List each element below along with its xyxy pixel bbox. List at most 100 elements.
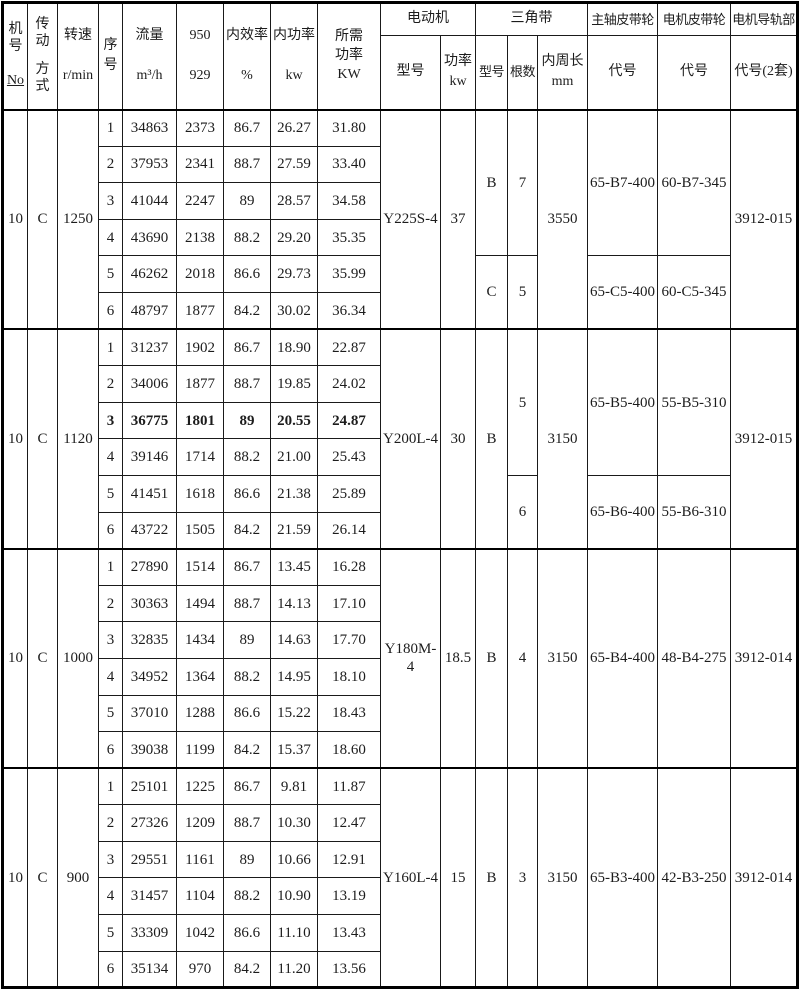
cell-seq: 2 [98,145,123,184]
cell-motor-model: Y180M-4 [380,547,441,769]
cell-belt-length: 3150 [537,328,588,550]
header-belt-length-cn: 内周长 [541,53,584,69]
header-row-groups: 机号 No 传动 方式 转速 r/min 序号 流量 m³/h 950 929 内效率% … [2,2,798,110]
cell-required-power: 11.87 [317,767,381,806]
header-seq: 序号 [98,2,123,110]
cell-internal-power: 21.38 [270,474,318,513]
cell-internal-power: 10.30 [270,804,318,842]
cell-required-power: 26.14 [317,511,381,550]
cell-rail-code: 3912-015 [730,328,798,550]
header-belt-model: 型号 [475,35,508,110]
cell-rail-code: 3912-015 [730,108,798,330]
header-rail-group: 电机导轨部 [730,2,798,36]
cell-seq: 3 [98,840,123,879]
cell-pressure: 1225 [176,767,224,806]
cell-drive: C [27,767,58,989]
cell-efficiency: 86.6 [223,474,271,513]
cell-required-power: 31.80 [317,108,381,147]
cell-pressure: 1364 [176,657,224,696]
header-motor-power-unit: kw [449,73,467,89]
cell-speed: 1120 [57,328,99,550]
header-pressure-value2: 929 [189,67,211,83]
cell-efficiency: 88.7 [223,365,271,403]
cell-required-power: 18.60 [317,731,381,769]
cell-required-power: 13.19 [317,877,381,916]
cell-belt-length: 3150 [537,547,588,769]
cell-belt-model: B [475,767,508,989]
cell-flow: 27326 [122,804,177,842]
table-row: 6 39038 1199 84.2 15.37 18.60 [3,731,798,769]
cell-main-pulley: 65-B4-400 [587,547,658,769]
cell-machine-no: 10 [2,767,28,989]
cell-efficiency: 84.2 [223,950,271,989]
cell-efficiency: 86.7 [223,547,271,586]
header-required-power: 所需 功率 KW [317,2,381,110]
cell-required-power: 16.28 [317,547,381,586]
cell-efficiency: 88.2 [223,438,271,476]
cell-internal-power: 29.73 [270,255,318,293]
header-machine-no-en: No [6,73,25,89]
cell-internal-power: 28.57 [270,182,318,220]
table-row: 10 C 900 1 25101 1225 86.7 9.81 11.87 Y1… [2,767,798,989]
cell-pressure: 1104 [176,877,224,916]
cell-pressure: 1199 [176,731,224,769]
cell-flow: 37953 [122,145,177,184]
header-motor-pulley-code: 代号 [657,35,731,110]
cell-main-pulley: 65-B6-400 [587,474,658,550]
cell-flow: 39038 [122,731,177,769]
cell-internal-power: 27.59 [270,145,318,184]
cell-internal-power: 10.90 [270,877,318,916]
cell-required-power: 18.43 [317,694,381,733]
header-motor-group: 电动机 [380,2,476,36]
cell-internal-power: 18.90 [270,328,318,367]
cell-flow: 25101 [122,767,177,806]
cell-belt-length: 3150 [537,767,588,989]
cell-flow: 39146 [122,438,177,476]
table-row: 4 31457 1104 88.2 10.90 13.19 [3,877,798,916]
cell-internal-power: 14.13 [270,584,318,623]
cell-seq: 5 [98,694,123,733]
header-pressure-value1: 950 [189,28,211,44]
cell-seq: 6 [98,731,123,769]
cell-required-power: 22.87 [317,328,381,367]
cell-pressure: 2341 [176,145,224,184]
cell-flow: 46262 [122,255,177,293]
cell-flow: 41044 [122,182,177,220]
table-row: 4 34952 1364 88.2 14.95 18.10 [3,657,798,696]
cell-motor-power: 18.5 [440,547,476,769]
table-row: 6 35134 970 84.2 11.20 13.56 [3,950,798,989]
table-row: 4 43690 2138 88.2 29.20 35.35 [3,218,798,257]
cell-flow: 48797 [122,291,177,330]
cell-seq: 5 [98,914,123,952]
cell-efficiency: 88.7 [223,145,271,184]
cell-pressure: 1877 [176,365,224,403]
cell-seq: 2 [98,804,123,842]
cell-motor-model: Y200L-4 [380,328,441,550]
table-row: 2 34006 1877 88.7 19.85 24.02 [3,365,798,403]
cell-machine-no: 10 [2,547,28,769]
cell-required-power: 13.43 [317,914,381,952]
cell-motor-pulley: 55-B6-310 [657,474,731,550]
cell-drive: C [27,328,58,550]
cell-flow: 37010 [122,694,177,733]
cell-required-power: 13.56 [317,950,381,989]
header-pressure: 950 929 [176,2,224,110]
cell-required-power: 24.02 [317,365,381,403]
cell-flow: 43690 [122,218,177,257]
header-required-power-line2: 功率 [335,47,363,63]
cell-main-pulley: 65-B3-400 [587,767,658,989]
cell-belt-count: 6 [507,474,538,550]
cell-speed: 900 [57,767,99,989]
cell-flow: 27890 [122,547,177,586]
cell-pressure: 1801 [176,401,224,440]
cell-speed: 1000 [57,547,99,769]
cell-internal-power: 26.27 [270,108,318,147]
cell-efficiency: 88.2 [223,218,271,257]
cell-seq: 6 [98,511,123,550]
cell-motor-pulley: 42-B3-250 [657,767,731,989]
cell-internal-power: 9.81 [270,767,318,806]
cell-seq: 1 [98,108,123,147]
cell-belt-length: 3550 [537,108,588,330]
cell-internal-power: 29.20 [270,218,318,257]
